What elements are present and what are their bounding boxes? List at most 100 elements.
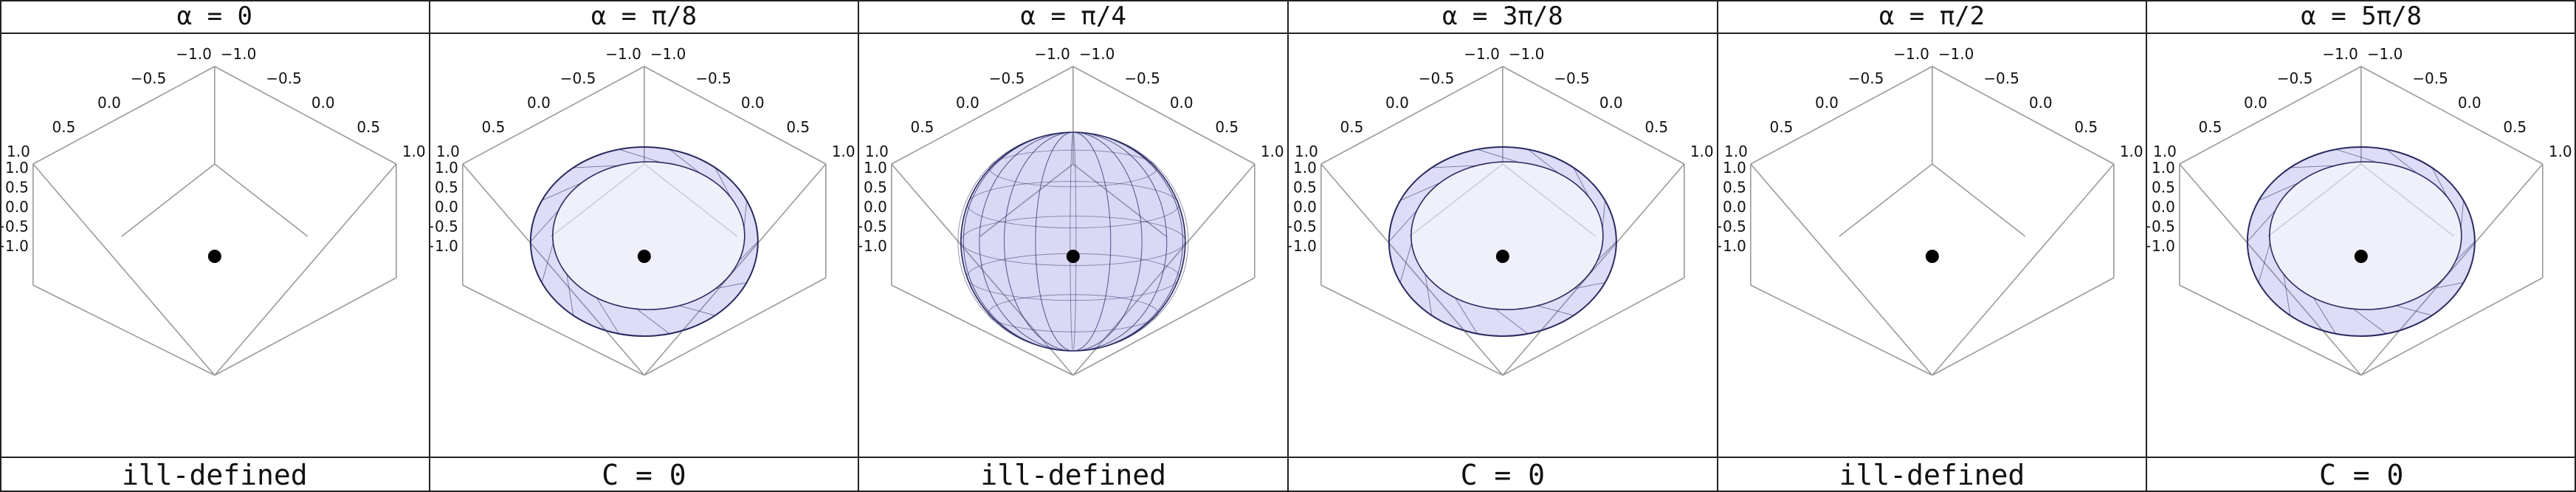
panel-title: α = 3π/8 [1288,0,1718,34]
tick-label: −1.0 [1893,45,1929,63]
ring-mesh-line [1495,308,1529,335]
box-edge [2179,163,2362,376]
box-edge [1502,66,1685,165]
box-edge [891,66,1074,165]
panel-divider [1287,0,1289,492]
ring-mesh-line [743,200,747,229]
axis-box [1749,66,2115,376]
box-edge [2360,163,2544,376]
alpha-label: α = π/2 [1878,1,1986,31]
ring-mesh-line [1431,165,1477,168]
tick-label: 0.5 [1293,179,1317,197]
tick-label: −1.0 [221,45,257,63]
state-point [1925,249,1939,263]
ring-mesh-line [2396,305,2433,316]
tick-label: 0.5 [5,179,29,197]
box-edge [1320,66,1504,165]
tick-label: 1.0 [402,143,426,160]
sphere-mesh-line [963,131,1184,352]
box-edge [1072,66,1256,165]
tick-label: 0.5 [1340,118,1364,136]
tick-label: −1.0 [1464,45,1500,63]
box-edge [32,66,216,165]
alpha-label: α = 0 [176,1,252,31]
tick-label: −1.0 [1718,237,1746,255]
concurrence-label: C = 0 [1460,459,1546,491]
tick-label: −0.5 [989,69,1025,87]
panel-caption: ill-defined [0,457,430,492]
ring-surface [529,146,759,337]
bloch-box-3d: 1.00.50.0−0.5−1.0 −1.0−0.50.00.51.01.00.5… [1281,45,1714,376]
alpha-label: α = π/8 [590,1,698,31]
panel-caption: ill-defined [1717,457,2147,492]
box-edge [1320,284,1504,376]
ring-mesh-line [2258,242,2271,283]
sphere-mesh-line [960,216,1186,266]
tick-label: −0.5 [1983,69,2019,87]
tick-label: 0.5 [481,118,505,136]
panel-divider [2146,0,2148,492]
tick-label: 1.0 [865,143,889,160]
tick-label: 0.5 [2074,118,2098,136]
state-point [207,249,221,263]
state-point [637,249,651,263]
ring-mesh-line [1574,282,1605,290]
tick-label: −0.5 [0,218,29,236]
tick-label: 1.0 [5,159,29,177]
tick-label: 0.0 [1723,198,1746,216]
tick-label: −0.5 [2413,69,2449,87]
tick-label: 0.5 [1723,179,1746,197]
tick-label: −1.0 [2323,45,2359,63]
tick-label: −1.0 [430,237,458,255]
box-edge [462,66,644,165]
box-edge [1932,66,2114,165]
tick-label: 0.0 [740,94,764,112]
box-edge [644,277,826,376]
tick-label: 0.0 [1385,94,1409,112]
tick-label: −0.5 [858,218,887,236]
ring-mesh-line [573,165,619,168]
box-edge [1502,277,1685,376]
bloch-box-3d: 1.00.50.0−0.5−1.0 −1.0−0.50.00.51.01.00.5… [2140,45,2572,376]
panel-divider [428,0,430,492]
bloch-box-3d: 1.00.50.0−0.5−1.0 −1.0−0.50.00.51.01.00.5… [0,45,426,376]
state-point [1067,249,1081,263]
ring-mesh-line [1388,210,1418,242]
tick-label: −0.5 [1847,69,1884,87]
box-edge [644,66,826,165]
ring-mesh-line [2432,282,2464,290]
panel-1: α = π/8 1.0 0.5 0.0 −0.5 −1.0 −1.0 −0.5 0.0 0.5 1.… [422,0,859,492]
panel-0: α = 0 1.0 0.5 0.0 −0.5 −1.0 −1.0 −0.5 0.0 0.5 1.0 1… [0,0,430,492]
tick-label: −0.5 [2277,69,2313,87]
box-edge [1320,163,1504,376]
panel-divider [1716,0,1718,492]
plot-area: 1.0 0.5 0.0 −0.5 −1.0 −1.0 −0.5 0.0 0.5 1.0 1.0 0.5… [1710,34,2147,457]
ring-mesh-line [678,305,715,316]
tick-label: 0.0 [2028,94,2052,112]
box-edge [2360,277,2544,376]
bloch-box-3d: 1.00.50.0−0.5−1.0 −1.0−0.50.00.51.01.00.5… [422,45,855,376]
tick-label: −1.0 [650,45,686,63]
tick-label: 1.0 [436,143,460,160]
ring-inner-edge [1411,161,1604,310]
alpha-label: α = 5π/8 [2301,1,2422,31]
box-edge [1931,163,2115,376]
state-point [1495,249,1509,263]
sphere-mesh-line [967,181,1179,228]
tick-label: 0.0 [1293,198,1317,216]
box-edge [214,163,397,376]
tick-label: 0.0 [1170,94,1194,112]
tick-label: 1.0 [2152,159,2175,177]
ring-mesh-line [2283,273,2291,316]
tick-label: 0.0 [2152,198,2175,216]
ring-surface [2247,146,2476,337]
ring-mesh-line [714,167,731,198]
ring-mesh-line [715,282,747,290]
box-edge [1750,284,1932,376]
tick-label: −1.0 [605,45,641,63]
tick-label: 0.5 [1216,118,1239,136]
tick-label: 1.0 [2153,143,2177,160]
ring-mesh-line [636,308,670,335]
box-edge [1072,163,1167,237]
box-edge [1750,66,1932,165]
